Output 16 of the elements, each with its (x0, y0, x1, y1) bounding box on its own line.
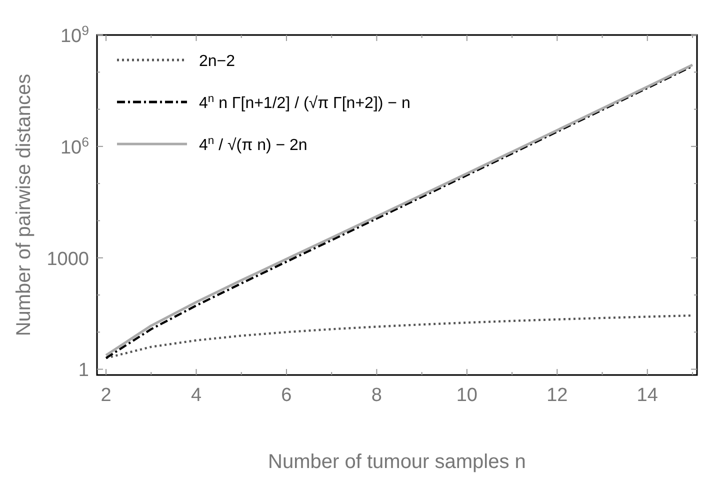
y-tick-label: 10$^{9}$ (60, 22, 89, 47)
x-tick-label: 6 (281, 385, 292, 406)
y-tick-label: 1 (78, 360, 89, 382)
x-tick-label: 12 (546, 385, 568, 406)
y-tick-label: 1000 (46, 248, 89, 270)
x-tick-label: 2 (100, 385, 112, 406)
x-axis-title: Number of tumour samples n (268, 451, 526, 473)
y-axis-title: Number of pairwise distances (13, 74, 35, 336)
x-tick-label: 8 (371, 385, 382, 406)
x-tick-label: 4 (190, 385, 202, 406)
legend-label: 4$^{n}$ n Γ[n+1/2] / (√π Γ[n+2]) − n (199, 93, 410, 112)
y-tick-label: 10$^{6}$ (60, 134, 89, 158)
legend-label: 2n−2 (199, 53, 236, 70)
x-tick-label: 10 (456, 385, 478, 406)
x-tick-label: 14 (636, 385, 658, 406)
legend-label: 4$^{n}$ / √(π n) − 2n (199, 135, 308, 154)
